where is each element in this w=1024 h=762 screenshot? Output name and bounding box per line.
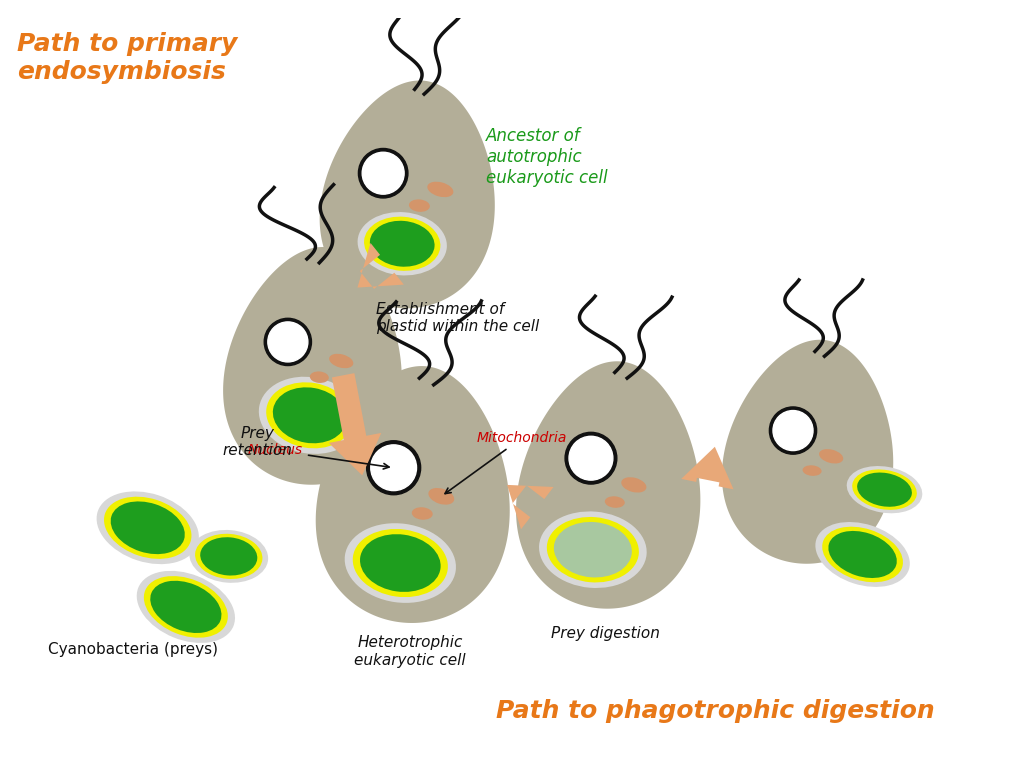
Ellipse shape (357, 212, 446, 275)
Polygon shape (319, 81, 495, 309)
Ellipse shape (189, 530, 268, 583)
Ellipse shape (104, 497, 191, 559)
Text: Path to primary
endosymbiosis: Path to primary endosymbiosis (17, 32, 238, 84)
Text: Mitochondria: Mitochondria (445, 431, 567, 494)
Circle shape (565, 432, 616, 484)
Circle shape (367, 440, 421, 495)
Ellipse shape (365, 216, 440, 271)
Polygon shape (681, 447, 733, 489)
Ellipse shape (819, 449, 843, 463)
Circle shape (371, 445, 417, 491)
Ellipse shape (143, 576, 228, 638)
Ellipse shape (427, 181, 454, 197)
Circle shape (362, 152, 404, 194)
Ellipse shape (409, 200, 430, 212)
Polygon shape (722, 340, 893, 564)
Text: Establishment of
plastid within the cell: Establishment of plastid within the cell (377, 302, 540, 335)
Text: Path to phagotrophic digestion: Path to phagotrophic digestion (496, 700, 934, 723)
Ellipse shape (345, 523, 456, 603)
Text: Heterotrophic
eukaryotic cell: Heterotrophic eukaryotic cell (354, 636, 466, 668)
Polygon shape (507, 485, 554, 530)
Text: Prey
retention: Prey retention (222, 426, 292, 458)
Polygon shape (329, 373, 381, 475)
Ellipse shape (547, 517, 639, 582)
Ellipse shape (137, 571, 234, 643)
Ellipse shape (822, 527, 903, 582)
Ellipse shape (201, 537, 257, 575)
Circle shape (773, 411, 813, 450)
Text: Prey digestion: Prey digestion (551, 626, 659, 641)
Ellipse shape (272, 387, 347, 443)
Polygon shape (516, 361, 700, 609)
Ellipse shape (412, 507, 433, 520)
Ellipse shape (539, 511, 647, 588)
Text: Nucleus: Nucleus (248, 443, 389, 469)
Polygon shape (357, 243, 403, 289)
Ellipse shape (266, 383, 353, 448)
Ellipse shape (857, 472, 912, 507)
Ellipse shape (803, 466, 821, 476)
Circle shape (569, 437, 613, 480)
Ellipse shape (360, 534, 440, 592)
Ellipse shape (151, 581, 221, 633)
Circle shape (358, 149, 408, 198)
Ellipse shape (96, 491, 199, 564)
Circle shape (264, 319, 311, 366)
Text: Cyanobacteria (preys): Cyanobacteria (preys) (48, 642, 218, 657)
Ellipse shape (370, 221, 434, 267)
Circle shape (268, 322, 308, 362)
Ellipse shape (111, 501, 184, 554)
Text: Ancestor of
autotrophic
eukaryotic cell: Ancestor of autotrophic eukaryotic cell (486, 127, 607, 187)
Ellipse shape (847, 466, 923, 514)
Circle shape (769, 407, 816, 454)
Polygon shape (223, 247, 401, 485)
Ellipse shape (605, 496, 625, 507)
Ellipse shape (310, 371, 329, 383)
Ellipse shape (554, 522, 632, 578)
Ellipse shape (196, 533, 262, 579)
Ellipse shape (259, 376, 360, 454)
Ellipse shape (828, 531, 897, 578)
Ellipse shape (622, 477, 646, 492)
Ellipse shape (329, 354, 353, 368)
Polygon shape (315, 366, 510, 623)
Ellipse shape (815, 522, 909, 587)
Ellipse shape (852, 469, 916, 510)
Ellipse shape (352, 529, 447, 597)
Ellipse shape (428, 488, 455, 504)
